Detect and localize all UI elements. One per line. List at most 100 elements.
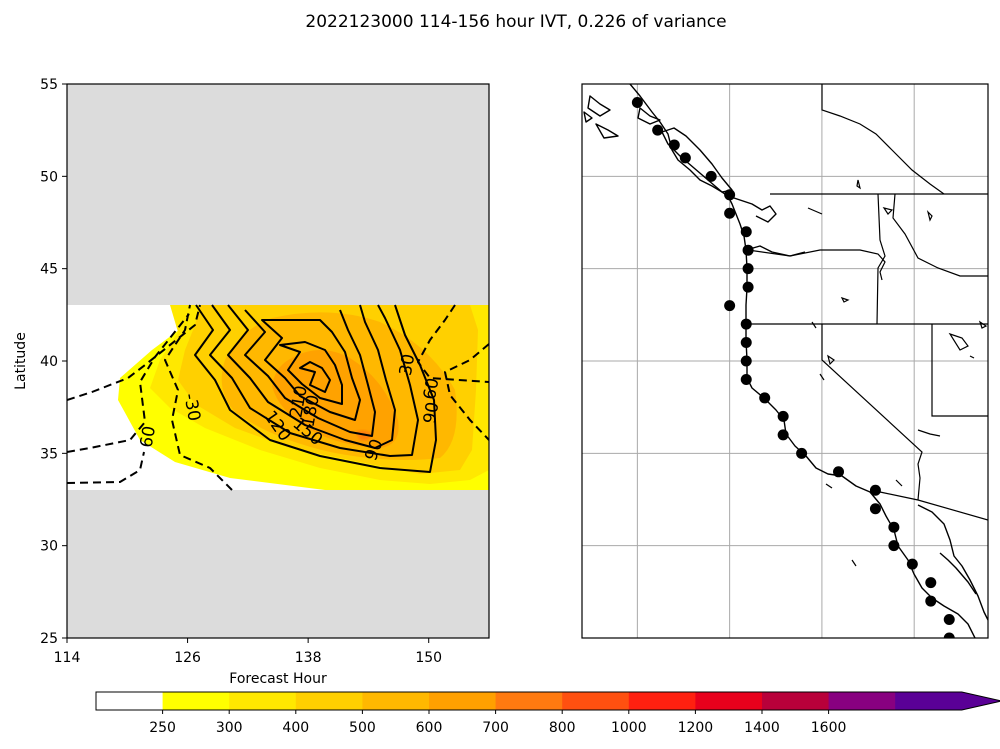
station-point [869,484,881,496]
station-point [888,540,900,552]
lake-2 [807,207,823,215]
x-tick-label: 126 [174,650,201,666]
contour-neg-30-right [417,304,489,383]
colorbar-cell [695,692,763,710]
contour-30 [194,304,437,473]
station-point [740,318,752,330]
colorbar-cell [762,692,830,710]
lake-14 [851,559,857,567]
colorbar-cell [429,692,497,710]
station-point [724,207,736,219]
colorbar-cell [96,692,164,710]
colorbar-cell [828,692,896,710]
station-point [742,244,754,256]
colorbar-cells [96,692,1000,710]
station-point [759,392,771,404]
colorbar-tick-label: 1400 [744,720,780,736]
lake-9 [827,354,835,366]
station-point [888,521,900,533]
contour-label: 60 [420,376,443,401]
contour-label: 30 [396,352,419,377]
contour-150 [261,319,361,421]
station-point [777,429,789,441]
colorbar-outline [95,691,1000,711]
station-point [833,466,845,478]
contour-neg-60-bottom [67,451,145,484]
masked-region-south [67,490,489,638]
baja-gulf-coast [917,504,988,621]
y-tick-label: 30 [40,539,58,555]
colorbar-cell [162,692,230,710]
station-point [925,577,937,589]
station-point [724,189,736,201]
station-point [740,337,752,349]
x-tick-label: 114 [54,650,81,666]
y-tick-label: 25 [40,631,58,647]
colorbar-cell [229,692,297,710]
contour-lines [67,304,489,491]
station-point [724,300,736,312]
station-points [631,96,955,638]
station-point [668,139,680,151]
baja-gulf-coast-inner [939,552,977,595]
lake-10 [819,373,825,381]
lake-4 [926,210,933,222]
station-point [742,263,754,275]
lakes [807,179,988,567]
coastline-sound [727,195,777,223]
lake-1 [856,179,861,190]
contour-label: -30 [179,392,204,423]
colorbar-tick-label: 800 [549,720,576,736]
station-point [705,170,717,182]
contour-label: 60 [137,424,160,449]
colorbar-ticks: 250 300 400 500 600 700 800 1000 1200 1400 1600 [149,710,846,736]
y-tick-label: 40 [40,354,58,370]
contour-120 [244,309,376,437]
lake-11 [917,429,941,437]
colorbar-cell [295,692,363,710]
station-point [631,96,643,108]
y-tick-label: 45 [40,262,58,278]
us-mexico-border [879,491,988,521]
station-point [742,281,754,293]
bc-alberta-border [821,84,945,195]
station-point [943,632,955,638]
station-point [869,503,881,515]
colorbar-extend-arrow [895,692,1000,710]
y-axis-ticks: 25 30 35 40 45 50 55 [40,77,67,647]
lake-13 [825,483,833,489]
island-north-3 [637,107,661,125]
wa-or-border [747,249,886,281]
y-tick-label: 55 [40,77,58,93]
island-north-1 [587,95,611,117]
contour-neg-30-right2 [444,343,489,441]
nv-ut-border [931,324,988,417]
lake-5 [840,296,850,303]
station-point [740,355,752,367]
coast-map-panel [581,83,989,639]
contour-label: 90 [420,400,443,425]
colorbar-cell [562,692,630,710]
masked-region-north [67,84,489,305]
x-tick-label: 138 [295,650,322,666]
lake-6 [948,332,969,351]
x-tick-label: 150 [415,650,442,666]
station-point [740,373,752,385]
station-point [906,558,918,570]
lake-3 [882,207,894,215]
figure-title: 2022123000 114-156 hour IVT, 0.226 of va… [305,12,726,32]
idaho-west-border [876,193,886,325]
x-axis-label: Forecast Hour [229,671,327,687]
lake-15 [969,355,975,359]
colorbar-cell [495,692,563,710]
borders [746,84,988,521]
station-point [652,124,664,136]
station-point [925,595,937,607]
colorbar: 250 300 400 500 600 700 800 1000 1200 1400 1600 [95,691,1000,736]
colorbar-tick-label: 700 [482,720,509,736]
y-tick-label: 50 [40,169,58,185]
contour-60 [209,304,419,457]
y-tick-label: 35 [40,446,58,462]
y-axis-label: Latitude [13,332,29,390]
lake-12 [895,479,903,487]
